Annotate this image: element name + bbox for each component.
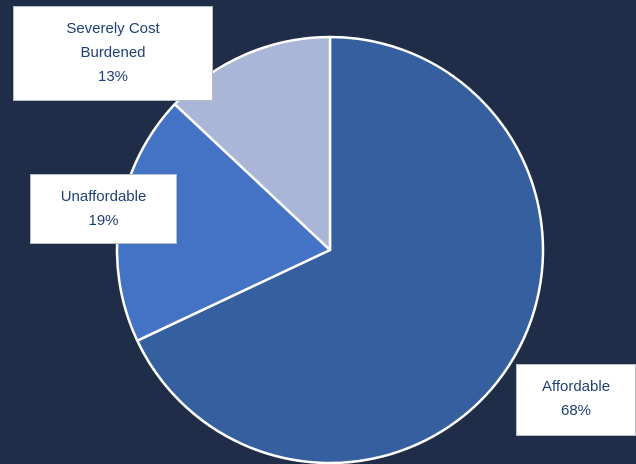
label-affordable: Affordable <box>541 378 611 395</box>
callout-unaffordable: Unaffordable 19% <box>30 174 177 244</box>
value-affordable: 68% <box>560 402 592 419</box>
label-severely-cost-burdened-line1: Severely Cost <box>66 20 160 37</box>
value-severely-cost-burdened: 13% <box>97 68 129 85</box>
value-unaffordable: 19% <box>88 212 119 229</box>
callout-severely-cost-burdened: Severely Cost Burdened 13% <box>13 6 213 101</box>
label-unaffordable: Unaffordable <box>60 188 147 205</box>
label-severely-cost-burdened-line2: Burdened <box>80 44 146 61</box>
callout-affordable: Affordable 68% <box>516 364 636 436</box>
slice-affordable <box>136 35 545 464</box>
